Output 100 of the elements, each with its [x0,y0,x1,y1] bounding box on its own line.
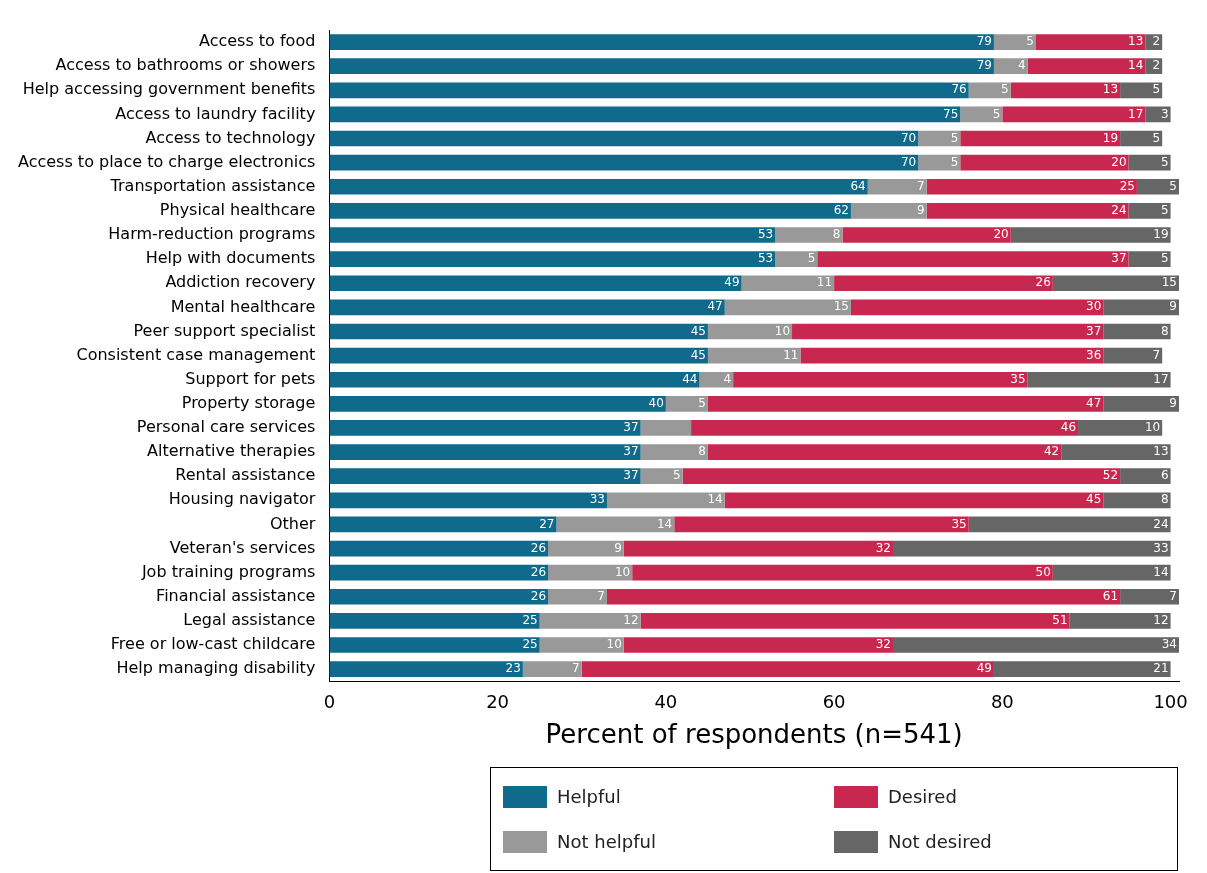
data-label: 51 [1052,613,1068,628]
y-tick-label: Physical healthcare [159,200,316,220]
bar [329,34,994,50]
data-label: 7 [572,661,580,676]
data-label: 46 [1060,420,1077,435]
bar [1002,106,1146,123]
data-label: 24 [1111,203,1127,218]
bar [960,154,1129,171]
data-label: 10 [774,323,791,338]
legend-label: Desired [888,786,957,807]
data-label: 5 [1026,34,1034,49]
data-label: 25 [522,613,538,628]
data-label: 15 [833,299,849,314]
data-label: 15 [1161,275,1177,290]
data-label: 7 [1169,588,1177,603]
y-tick-label: Financial assistance [156,585,316,605]
bar [1069,613,1171,629]
bar [1027,371,1171,388]
y-tick-label: Personal care services [136,417,316,437]
data-label: 5 [698,395,706,410]
data-label: 5 [950,130,959,145]
data-label: 45 [1086,492,1102,507]
bar [707,347,801,364]
bar [733,371,1028,388]
x-tick-label: 60 [822,690,846,712]
data-label: 47 [707,299,723,314]
data-label: 9 [916,203,925,218]
bar [556,516,675,533]
y-tick-label: Job training programs [140,561,316,581]
y-tick-label: Support for pets [185,368,316,388]
bar [892,540,1171,557]
bar [1010,82,1121,99]
bar [993,661,1171,677]
y-tick-label: Access to bathrooms or showers [55,55,316,75]
bar [539,637,624,653]
bar [329,637,540,653]
data-label: 7 [916,178,925,193]
data-label: 53 [757,227,774,242]
bar [741,275,835,292]
y-tick-label: Rental assistance [175,465,316,485]
bar [1145,58,1163,75]
bar [1061,444,1171,460]
data-label: 37 [623,420,639,435]
bar [640,444,708,460]
bar [867,178,927,195]
data-label: 9 [1169,299,1177,314]
data-label: 32 [875,540,891,555]
bar [1128,251,1171,267]
bar [632,564,1053,581]
y-tick-label: Mental healthcare [170,296,316,316]
y-tick-label: Other [269,513,316,533]
bar [817,251,1129,267]
bar [707,444,1062,460]
bar [665,396,708,412]
x-tick-label: 20 [486,690,510,712]
bar [329,275,742,292]
bar [329,130,919,147]
data-label: 12 [623,613,639,628]
data-label: 13 [1128,34,1144,49]
bar [1103,323,1171,340]
bar [329,323,708,340]
bar [1145,34,1163,50]
data-label: 20 [1111,154,1127,169]
data-label: 8 [832,227,841,242]
data-label: 34 [1161,637,1177,652]
data-label: 64 [850,178,866,193]
bar [522,661,582,677]
bar [548,588,607,605]
data-label: 50 [1035,564,1051,579]
data-label: 14 [1153,564,1169,579]
data-label: 26 [530,540,547,555]
bar [834,275,1053,292]
data-label: 5 [992,106,1001,121]
data-label: 33 [1153,540,1169,555]
data-label: 70 [900,154,917,169]
bar [329,468,641,485]
bar [724,299,851,316]
bar [329,540,549,557]
bar [606,492,725,509]
y-tick-label: Help managing disability [116,658,316,678]
bar [329,251,776,267]
bar [329,516,557,533]
data-label: 24 [1153,516,1169,531]
bar [968,82,1011,99]
data-label: 5 [1001,82,1009,97]
data-label: 19 [1153,227,1169,242]
bar [1103,396,1179,412]
y-tick-label: Access to food [198,31,316,51]
bar [1128,154,1171,171]
data-label: 3 [1160,106,1169,121]
data-label: 7 [1152,347,1161,362]
bar [606,588,1121,605]
data-label: 5 [807,251,816,266]
data-label: 27 [539,516,555,531]
data-label: 49 [724,275,740,290]
y-tick-label: Consistent case management [76,344,316,364]
y-tick-label: Property storage [181,392,316,412]
legend-label: Not desired [888,831,992,852]
bar [623,540,893,557]
y-tick-label: Help with documents [145,248,316,268]
